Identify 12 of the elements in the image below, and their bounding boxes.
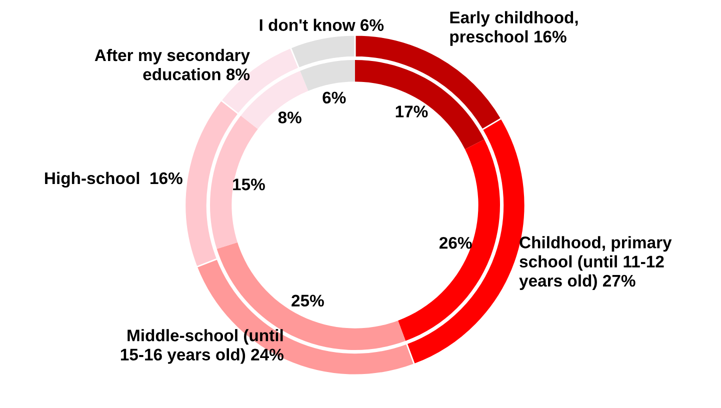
data-label: 17% (396, 106, 428, 118)
slice-label: I don't know 6% (260, 18, 384, 31)
data-label: 25% (292, 294, 324, 307)
slice-label: High-school 16% (45, 172, 182, 188)
slice-label: After my secondary education 8% (94, 48, 250, 80)
data-label: 6% (322, 92, 346, 104)
slice-label: Early childhood, preschool 16% (450, 11, 578, 46)
data-label: 8% (278, 112, 302, 124)
data-label: 26% (439, 236, 472, 249)
data-label: 15% (233, 178, 265, 190)
slice-label: Middle-school (until 15-16 years old) 24% (120, 329, 284, 364)
slice-label: Childhood, primary school (until 11-12 years old) 27% (519, 236, 672, 290)
